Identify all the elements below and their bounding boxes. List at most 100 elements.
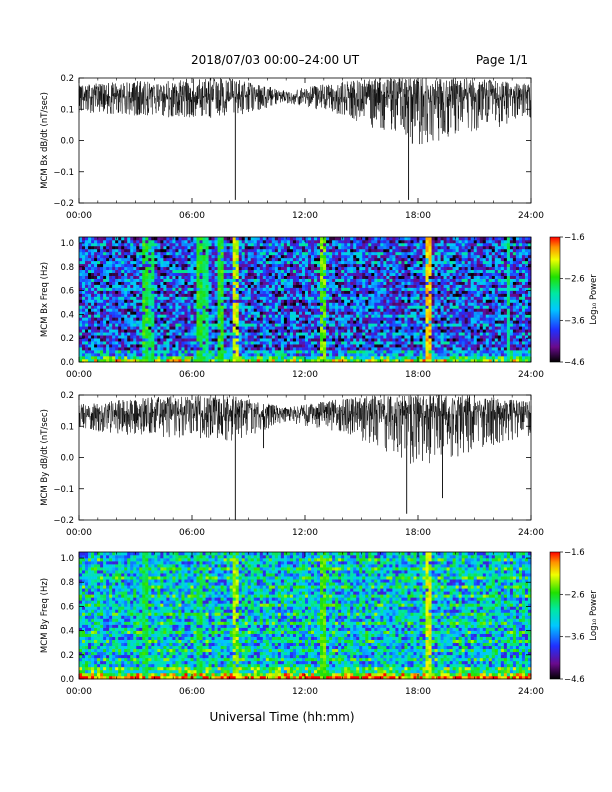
spectrogram-cell (166, 257, 170, 262)
spectrogram-cell (289, 344, 294, 348)
spectrogram-cell (118, 305, 122, 309)
spectrogram-cell (160, 332, 164, 336)
spectrogram-cell (169, 338, 173, 342)
spectrogram-cell (229, 242, 233, 247)
spectrogram-cell (247, 320, 252, 324)
spectrogram-cell (277, 290, 282, 294)
spectrogram-cell (106, 332, 110, 336)
spectrogram-cell (79, 308, 83, 312)
spectrogram-cell (280, 257, 285, 262)
spectrogram-cell (238, 237, 243, 241)
spectrogram-cell (232, 335, 236, 339)
spectrogram-cell (121, 341, 125, 345)
spectrogram-cell (196, 245, 200, 250)
spectrogram-cell (220, 326, 224, 330)
spectrogram-cell (305, 284, 309, 288)
spectrogram-cell (356, 338, 360, 342)
spectrogram-cell (371, 287, 375, 291)
spectrogram-cell (169, 323, 173, 327)
spectrogram-cell (298, 237, 303, 241)
spectrogram-cell (154, 257, 158, 262)
spectrogram-cell (220, 317, 224, 321)
spectrogram-cell (347, 323, 351, 327)
spectrogram-cell (127, 320, 131, 324)
spectrogram-cell (341, 320, 345, 324)
spectrogram-cell (395, 263, 399, 268)
spectrogram-cell (347, 260, 351, 265)
spectrogram-cell (344, 326, 348, 330)
spectrogram-cell (389, 314, 393, 318)
spectrogram-cell (232, 269, 236, 274)
spectrogram-cell (160, 266, 164, 271)
spectrogram-cell (344, 242, 348, 247)
spectrogram-cell (317, 254, 321, 259)
spectrogram-cell (118, 284, 122, 288)
spectrogram-cell (332, 347, 336, 351)
spectrogram-cell (332, 251, 336, 256)
spectrogram-cell (202, 290, 206, 294)
spectrogram-cell (383, 272, 387, 276)
spectrogram-cell (410, 296, 414, 300)
spectrogram-cell (121, 347, 125, 351)
spectrogram-cell (253, 359, 258, 363)
spectrogram-cell (419, 287, 423, 291)
spectrogram-cell (82, 293, 86, 297)
spectrogram-cell (166, 308, 170, 312)
spectrogram-cell (97, 299, 101, 303)
spectrogram-cell (428, 353, 432, 357)
spectrogram-cell (428, 314, 432, 318)
spectrogram-cell (121, 266, 125, 271)
spectrogram-cell (289, 245, 294, 250)
spectrogram-cell (223, 323, 227, 327)
spectrogram-cell (145, 293, 149, 297)
spectrogram-cell (211, 266, 215, 271)
spectrogram-cell (196, 263, 200, 268)
spectrogram-cell (419, 347, 423, 351)
spectrogram-cell (148, 299, 152, 303)
spectrogram-cell (265, 284, 270, 288)
spectrogram-cell (298, 332, 303, 336)
spectrogram-cell (365, 350, 369, 354)
spectrogram-cell (301, 278, 306, 282)
spectrogram-cell (398, 237, 402, 241)
spectrogram-cell (320, 275, 324, 279)
spectrogram-cell (193, 278, 197, 282)
spectrogram-cell (308, 299, 312, 303)
spectrogram-cell (244, 287, 249, 291)
spectrogram-cell (298, 311, 303, 315)
spectrogram-cell (362, 278, 366, 282)
spectrogram-cell (124, 317, 128, 321)
spectrogram-cell (380, 263, 384, 268)
spectrogram-cell (298, 245, 303, 250)
spectrogram-cell (247, 242, 252, 247)
spectrogram-cell (398, 272, 402, 276)
spectrogram-cell (145, 347, 149, 351)
spectrogram-cell (268, 242, 273, 247)
spectrogram-cell (229, 326, 233, 330)
spectrogram-cell (380, 254, 384, 259)
spectrogram-cell (389, 284, 393, 288)
spectrogram-cell (79, 254, 83, 259)
spectrogram-cell (344, 278, 348, 282)
spectrogram-cell (139, 284, 143, 288)
spectrogram-cell (127, 266, 131, 271)
spectrogram-cell (127, 269, 131, 274)
spectrogram-cell (295, 257, 300, 262)
spectrogram-cell (289, 347, 294, 351)
spectrogram-cell (365, 278, 369, 282)
spectrogram-cell (262, 329, 267, 333)
spectrogram-cell (130, 237, 134, 241)
spectrogram-cell (259, 260, 264, 265)
spectrogram-cell (422, 257, 426, 262)
spectrogram-cell (268, 245, 273, 250)
spectrogram-cell (326, 263, 330, 268)
spectrogram-cell (320, 237, 324, 241)
spectrogram-cell (211, 350, 215, 354)
spectrogram-cell (271, 308, 276, 312)
spectrogram-cell (335, 323, 339, 327)
spectrogram-cell (172, 320, 176, 324)
spectrogram-cell (410, 314, 414, 318)
spectrogram-cell (277, 344, 282, 348)
spectrogram-cell (317, 359, 321, 363)
spectrogram-cell (157, 275, 161, 279)
